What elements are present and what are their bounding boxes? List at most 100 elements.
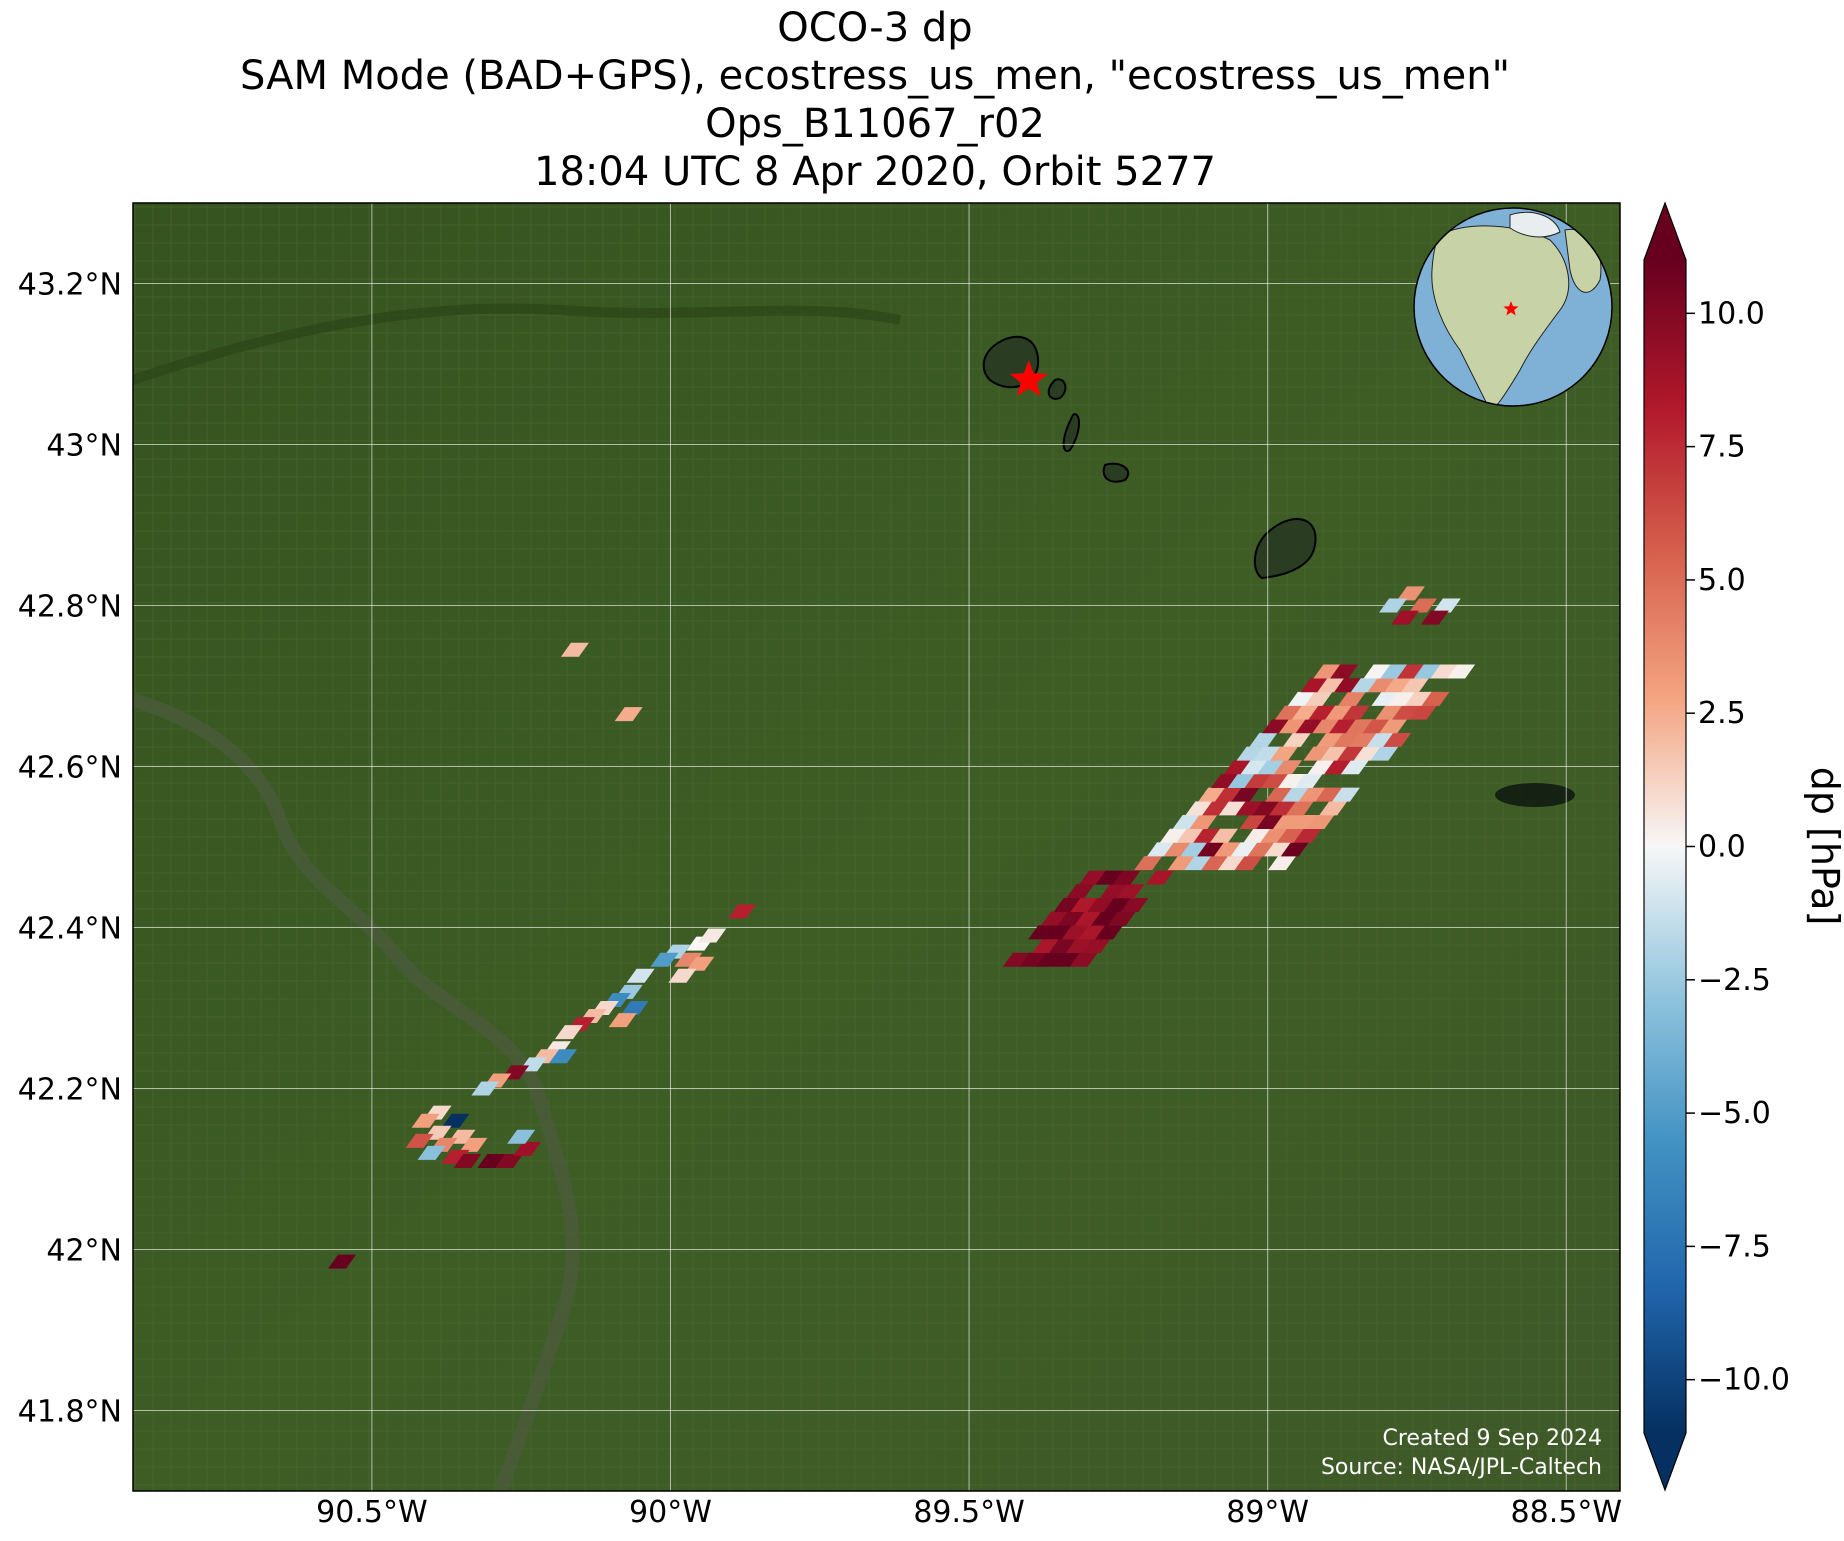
sounding-pixel (1234, 856, 1263, 871)
sounding-pixel (1091, 911, 1120, 926)
map-subtitle-mode: SAM Mode (BAD+GPS), ecostress_us_men, "e… (239, 53, 1511, 99)
river (133, 693, 580, 1491)
sounding-pixel (1032, 939, 1061, 954)
sounding-pixel (1040, 911, 1069, 926)
sounding-pixel (1185, 801, 1214, 816)
colorbar-tick-label: −2.5 (1698, 963, 1771, 998)
colorbar-ramp (1644, 260, 1686, 1433)
sounding-pixel (614, 707, 643, 722)
sounding-pixel (417, 1145, 446, 1160)
sounding-pixel (1172, 815, 1201, 830)
globe-land (1431, 225, 1570, 406)
sounding-pixel (1287, 691, 1316, 706)
sounding-pixel (453, 1153, 482, 1168)
sounding-pixel (1247, 842, 1276, 857)
map-frame (132, 202, 1621, 1492)
lat-tick-label: 43.2°N (18, 268, 122, 303)
colorbar-tick-label: 7.5 (1698, 430, 1746, 465)
sounding-pixel (1430, 664, 1459, 679)
sounding-pixel (1095, 870, 1124, 885)
sounding-pixel (1413, 664, 1442, 679)
sounding-pixel (1244, 773, 1273, 788)
sounding-pixel (1167, 856, 1196, 871)
sounding-pixel (1261, 773, 1290, 788)
sounding-pixel (1019, 952, 1048, 967)
lake-waubesa (1062, 413, 1080, 452)
lake-monona (1047, 378, 1067, 400)
sounding-pixel (1317, 678, 1346, 693)
colorbar-label: dp [hPa] (1803, 767, 1844, 926)
lat-tick-label: 43°N (46, 429, 122, 464)
sounding-pixel (1315, 787, 1344, 802)
colorbar-tick-label: 10.0 (1698, 296, 1765, 331)
sounding-pixel (1379, 598, 1408, 613)
sounding-pixel (1392, 705, 1421, 720)
basemap: Created 9 Sep 2024 Source: NASA/JPL-Calt… (133, 203, 1620, 1491)
sounding-pixel (1379, 719, 1408, 734)
sounding-pixel (513, 1141, 542, 1156)
colorbar-tick-label: 0.0 (1698, 830, 1746, 865)
sounding-pixel (1331, 787, 1360, 802)
sounding-pixel (1408, 598, 1437, 613)
sounding-pixel (1447, 664, 1476, 679)
lat-tick-label: 42°N (46, 1234, 122, 1269)
sounding-pixel (1193, 828, 1222, 843)
sounding-pixel (1370, 746, 1399, 761)
sounding-pixel (1375, 705, 1404, 720)
colorbar-tick-label: −5.0 (1698, 1096, 1771, 1131)
sounding-pixel (1319, 801, 1348, 816)
sounding-pixel (1028, 925, 1057, 940)
sounding-pixel (608, 1013, 637, 1028)
sounding-pixel (1159, 828, 1188, 843)
sounding-pixel (1408, 705, 1437, 720)
sounding-pixel (1036, 952, 1065, 967)
sounding-pixel (1304, 691, 1333, 706)
sounding-pixel (1282, 732, 1311, 747)
sounding-pixel (1252, 801, 1281, 816)
sounding-pixel (1330, 664, 1359, 679)
sounding-pixel (1065, 939, 1094, 954)
sounding-pixel (411, 1113, 440, 1128)
sounding-pixel (698, 928, 727, 943)
sounding-pixel (1256, 815, 1285, 830)
sounding-pixel (1176, 828, 1205, 843)
globe-ice (1509, 211, 1561, 238)
sounding-pixel (686, 956, 715, 971)
sounding-pixel (1269, 801, 1298, 816)
sounding-pixel (1294, 773, 1323, 788)
field-texture (133, 203, 1620, 1491)
sounding-pixel (1048, 939, 1077, 954)
sounding-pixel (650, 952, 679, 967)
lat-tick-label: 42.8°N (18, 590, 122, 625)
sounding-pixel (1213, 842, 1242, 857)
credit-created: Created 9 Sep 2024 (1383, 1426, 1603, 1451)
sounding-pixel (1066, 884, 1095, 899)
sounding-pixel (471, 1081, 500, 1096)
sounding-pixel (1082, 939, 1111, 954)
lat-tick-label: 42.4°N (18, 912, 122, 947)
sounding-pixel (1214, 787, 1243, 802)
sounding-pixel (1227, 773, 1256, 788)
sounding-pixel (1087, 897, 1116, 912)
sounding-pixel (1332, 732, 1361, 747)
sounding-pixel (1239, 815, 1268, 830)
sounding-pixel (1209, 828, 1238, 843)
sounding-pixel (1273, 760, 1302, 775)
sounding-pixel (328, 1254, 357, 1269)
sounding-pixel (1388, 691, 1417, 706)
lat-tick-label: 42.6°N (18, 751, 122, 786)
colorbar-tick-label: −7.5 (1698, 1229, 1771, 1264)
sounding-pixel (1404, 691, 1433, 706)
sounding-pixel (1069, 952, 1098, 967)
sounding-pixel (1391, 610, 1420, 625)
sounding-pixel (1257, 760, 1286, 775)
sounding-pixel (1396, 586, 1425, 601)
map-subtitle-time: 18:04 UTC 8 Apr 2020, Orbit 5277 (534, 149, 1216, 195)
sounding-pixel (1002, 952, 1031, 967)
sounding-pixel (554, 1025, 583, 1040)
sounding-pixel (1074, 911, 1103, 926)
sounding-pixel (1291, 705, 1320, 720)
sounding-pixel (1180, 842, 1209, 857)
sounding-pixel (1432, 598, 1461, 613)
sounding-pixel (1293, 828, 1322, 843)
